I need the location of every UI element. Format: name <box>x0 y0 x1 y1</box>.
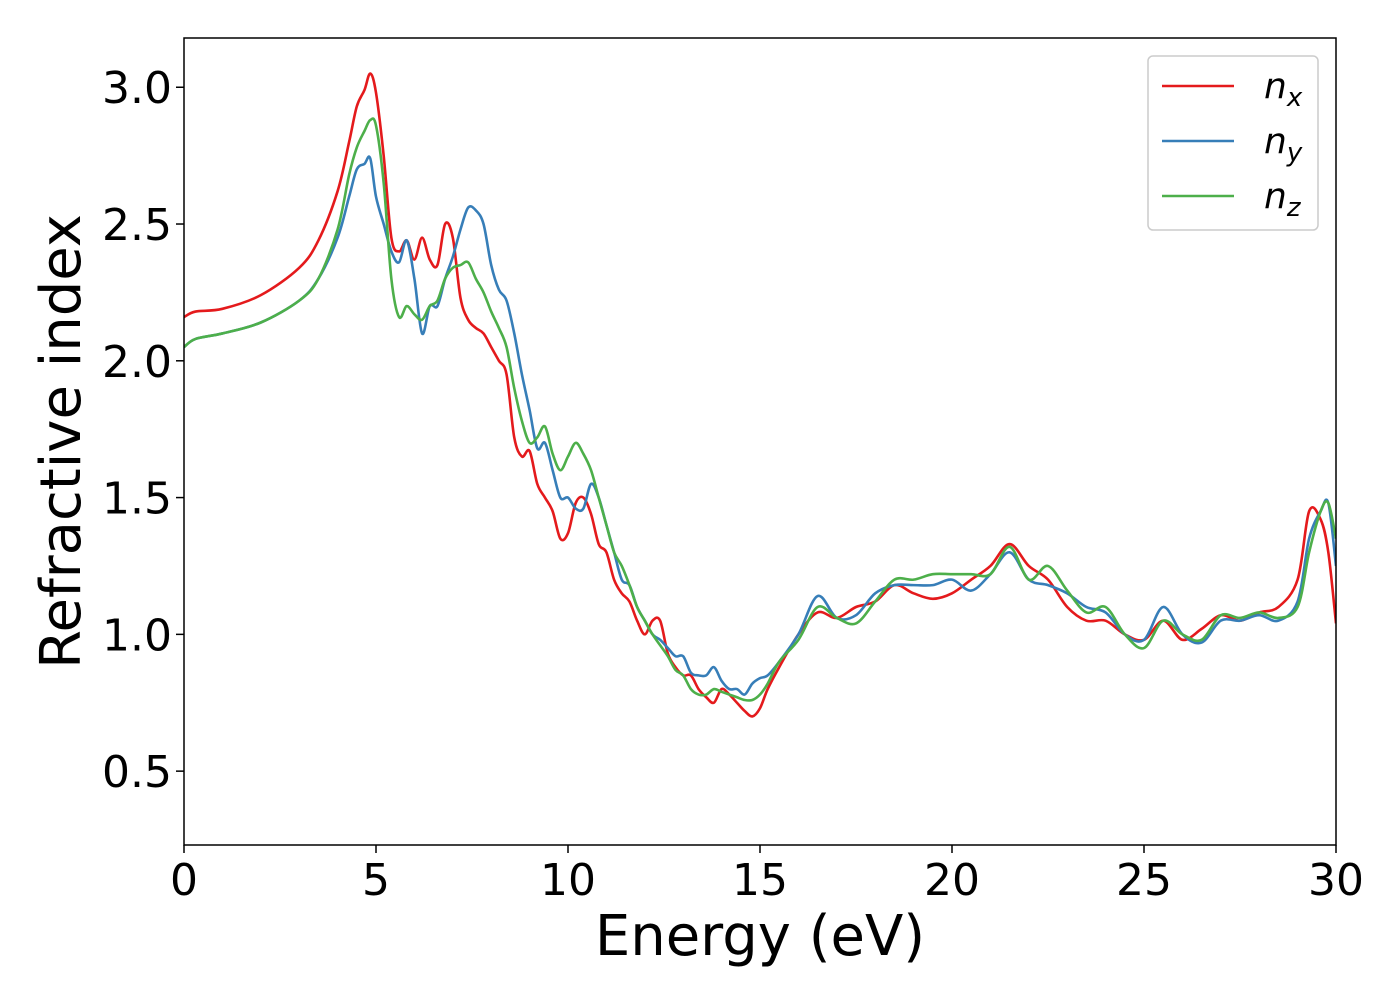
y-axis-label: Refractive index <box>29 214 94 669</box>
legend-entry-base: n <box>1264 66 1287 107</box>
legend-entry-label: nx <box>1264 66 1303 113</box>
legend-entry-label: ny <box>1264 121 1303 168</box>
y-tick-label: 1.0 <box>102 610 172 661</box>
x-tick-label: 25 <box>1116 855 1172 906</box>
plot-frame <box>183 37 1337 846</box>
x-tick-label: 15 <box>732 855 788 906</box>
x-tick-label: 5 <box>362 855 390 906</box>
frame-layer <box>183 37 1337 846</box>
x-tick-label: 10 <box>540 855 596 906</box>
legend-box <box>1147 55 1319 231</box>
legend-entry-label: nz <box>1264 176 1302 223</box>
x-axis-label: Energy (eV) <box>595 904 925 969</box>
series-line-ny <box>184 155 1336 696</box>
series-line-nz <box>184 117 1336 702</box>
legend-entry-base: n <box>1264 121 1287 162</box>
legend-entry-base: n <box>1264 176 1287 217</box>
x-tick-label: 20 <box>924 855 980 906</box>
y-tick-label: 2.5 <box>102 200 172 251</box>
series-layer <box>184 72 1336 718</box>
y-tick-label: 1.5 <box>102 474 172 525</box>
legend-entry-subscript: y <box>1286 138 1303 168</box>
axes-layer: 0 5 10 15 20 25 30 0.5 1.0 1.5 2.0 2.5 3.0 <box>102 63 1364 906</box>
y-tick-label: 3.0 <box>102 63 172 114</box>
x-tick-label: 30 <box>1308 855 1364 906</box>
legend-entry-subscript: z <box>1286 193 1302 223</box>
x-tick-label: 0 <box>170 855 198 906</box>
legend-entry-subscript: x <box>1286 83 1303 113</box>
y-tick-label: 0.5 <box>102 747 172 798</box>
y-tick-label: 2.0 <box>102 337 172 388</box>
